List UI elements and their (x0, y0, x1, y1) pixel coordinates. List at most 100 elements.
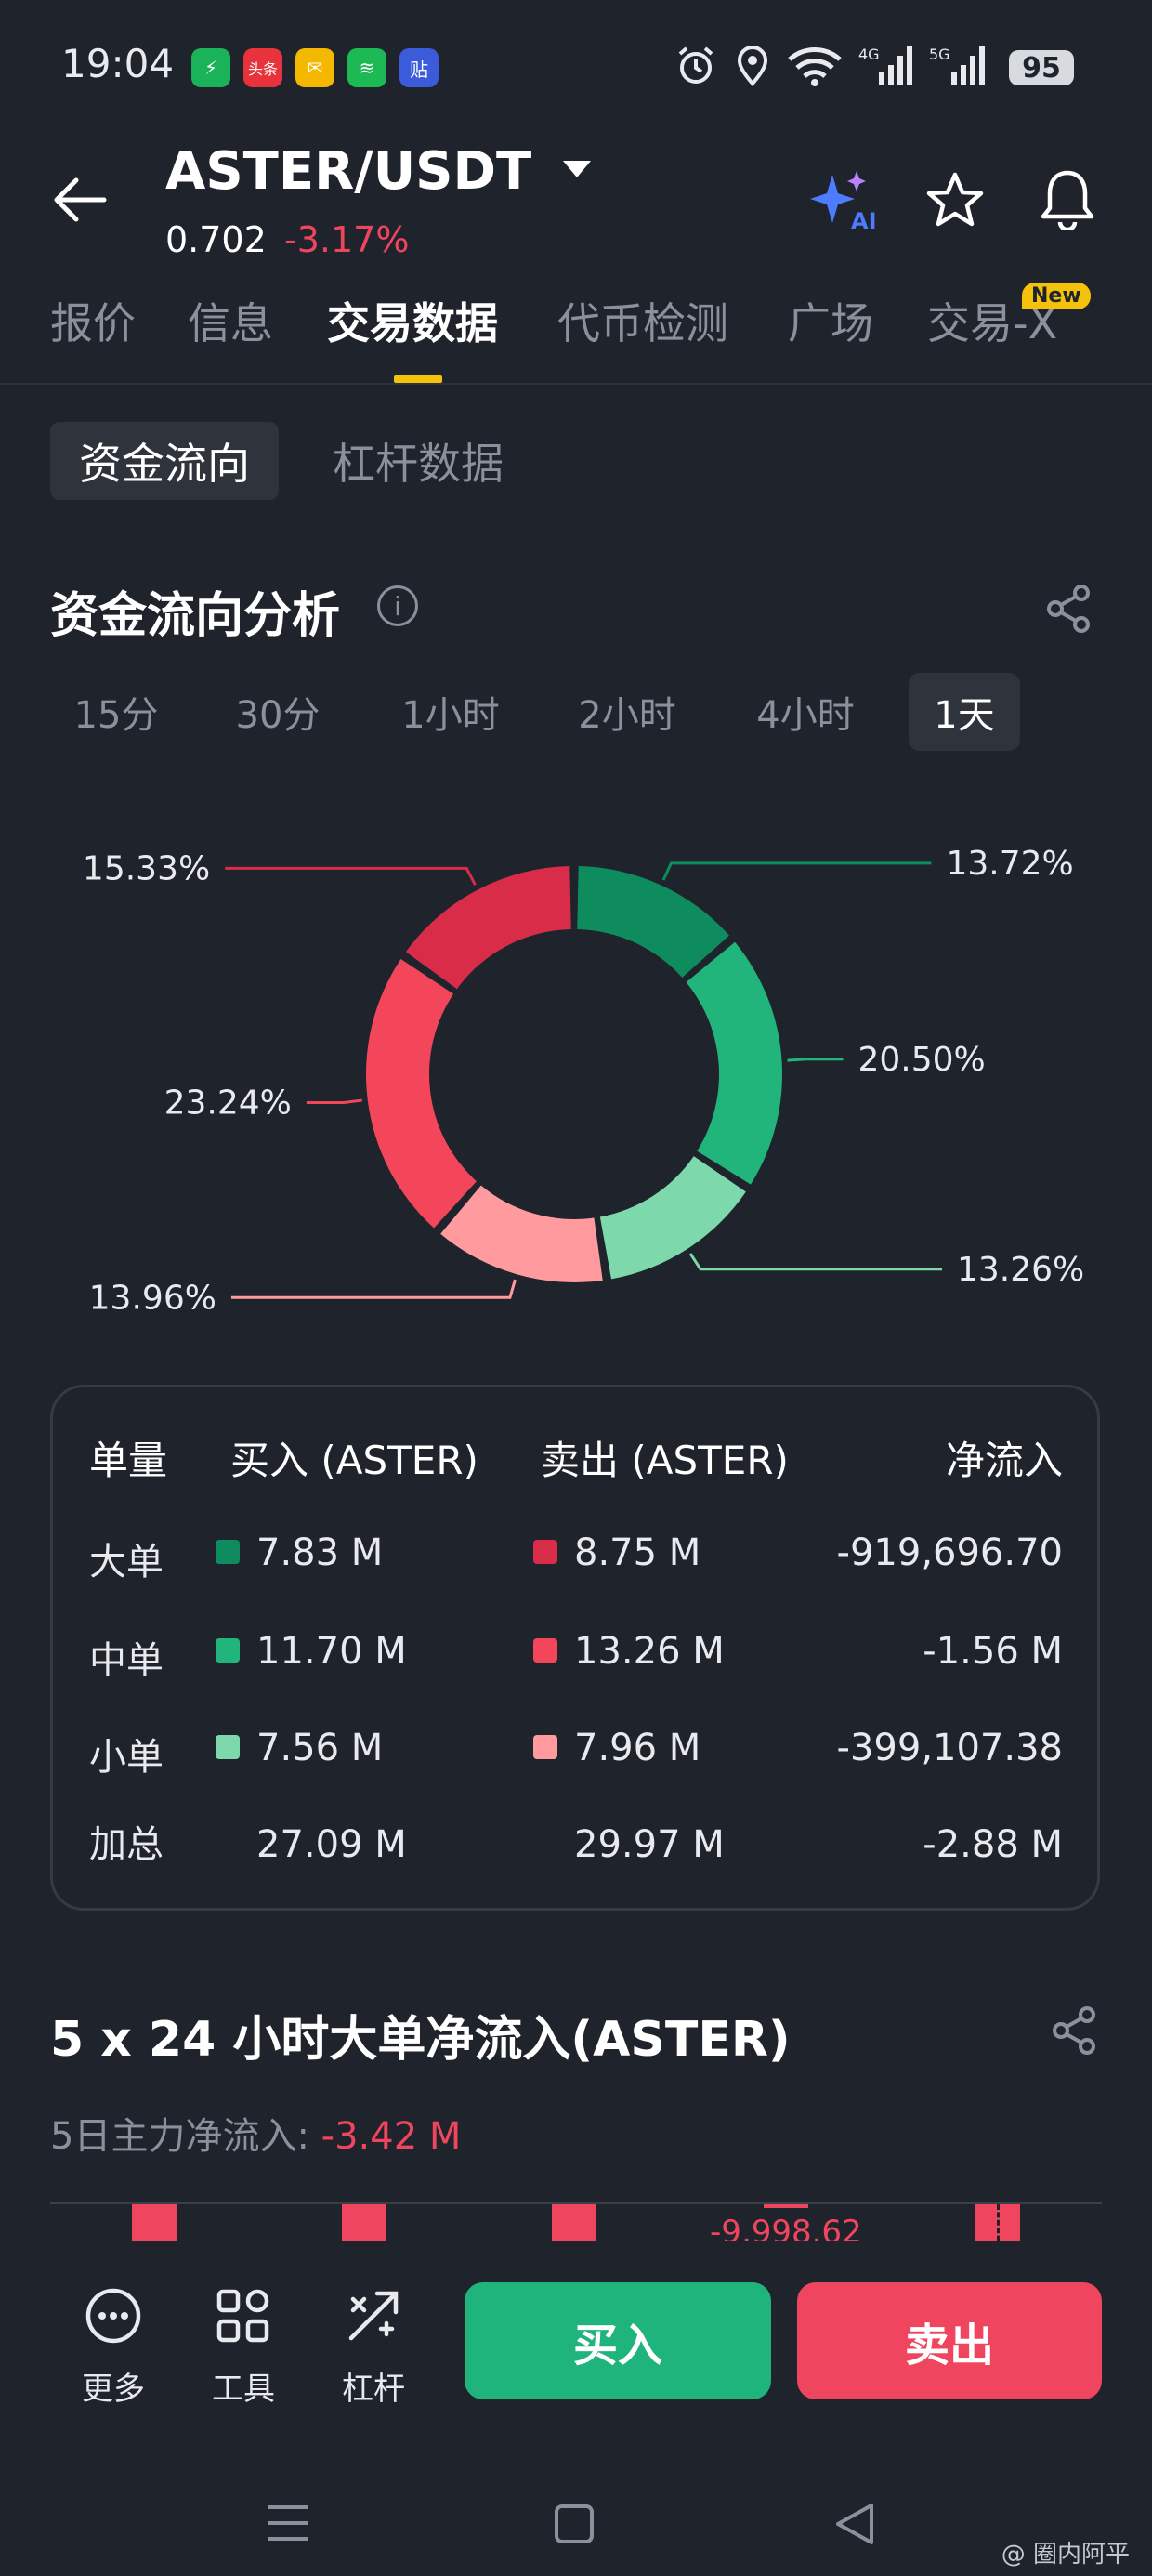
period-1d[interactable]: 1天 (909, 673, 1020, 751)
dropdown-caret-icon (562, 160, 591, 177)
large-order-bar-4 (764, 2204, 808, 2208)
main-net-inflow-value: -3.42 M (321, 2115, 462, 2158)
tab-trading-data[interactable]: 交易数据 (327, 298, 498, 348)
buy-button[interactable]: 买入 (465, 2282, 771, 2399)
back-triangle-icon[interactable] (834, 2502, 875, 2546)
wifi-icon (788, 47, 842, 86)
favorite-star-icon[interactable] (925, 171, 985, 229)
header-net-inflow: 净流入 (945, 1438, 1063, 1483)
total-net-value: -2.88 M (923, 1823, 1063, 1866)
ai-sparkle-icon[interactable]: AI (808, 167, 877, 232)
donut-slice-small-buy (599, 1156, 746, 1280)
medium-sell-value: 13.26 M (574, 1630, 725, 1673)
tools-grid-icon (216, 2289, 269, 2343)
large-buy-cell: 7.83 M (216, 1531, 383, 1574)
slice-label-small-sell: 13.96% (89, 1279, 216, 1317)
small-sell-value: 7.96 M (574, 1727, 701, 1769)
header-sell: 卖出 (ASTER) (541, 1438, 789, 1483)
price-change: -3.17% (284, 219, 410, 260)
leader-line-large-buy (661, 861, 932, 881)
small-buy-value: 7.56 M (256, 1727, 384, 1769)
share-icon-2[interactable] (1052, 2005, 1098, 2056)
medium-sell-cell: 13.26 M (533, 1630, 725, 1673)
status-time: 19:04 (61, 41, 175, 86)
signal-4g-icon: 4G (858, 46, 912, 85)
tools-button[interactable]: 工具 (188, 2286, 299, 2409)
security-app-icon: ⚡ (191, 48, 230, 87)
leader-line-large-sell (225, 866, 477, 886)
leader-line-small-sell (230, 1279, 517, 1299)
medium-buy-cell: 11.70 M (216, 1630, 407, 1673)
system-nav-bar (0, 2464, 1152, 2576)
slice-label-large-buy: 13.72% (946, 845, 1073, 883)
status-bar: 19:04 ⚡ 头条 ✉ ≋ 贴 4G 5G 95 (0, 0, 1152, 139)
tieba-app-icon: 贴 (399, 48, 439, 87)
sell-button[interactable]: 卖出 (797, 2282, 1102, 2399)
fund-flow-table (50, 1385, 1100, 1911)
last-price: 0.702 (165, 219, 267, 260)
row-label-medium: 中单 (89, 1639, 164, 1682)
period-4h[interactable]: 4小时 (756, 694, 855, 737)
leader-line-medium-buy (787, 1058, 844, 1062)
music-app-icon: ≋ (347, 48, 386, 87)
battery-indicator: 95 (1009, 50, 1074, 85)
chart-zero-line (50, 2202, 1102, 2204)
subtab-leverage-data[interactable]: 杠杆数据 (333, 439, 504, 489)
slice-label-large-sell: 15.33% (83, 849, 210, 887)
period-30m[interactable]: 30分 (235, 694, 321, 737)
large-sell-swatch (533, 1540, 557, 1564)
period-2h[interactable]: 2小时 (578, 694, 676, 737)
info-icon[interactable]: i (377, 585, 418, 626)
leverage-label: 杠杆 (342, 2371, 405, 2408)
pair-name: ASTER/USDT (165, 141, 532, 202)
fund-flow-donut-chart: 13.72% 20.50% 13.26% 13.96% 23.24% 15.33% (83, 845, 1084, 1317)
tab-info[interactable]: 信息 (188, 298, 273, 348)
large-order-title: 5 x 24 小时大单净流入(ASTER) (50, 2012, 791, 2068)
back-arrow-icon[interactable] (52, 177, 108, 223)
medium-net-value: -1.56 M (923, 1630, 1063, 1673)
menu-lines-icon[interactable] (266, 2504, 310, 2543)
period-15m[interactable]: 15分 (73, 694, 159, 737)
tab-quote[interactable]: 报价 (50, 298, 136, 348)
more-dots-icon (85, 2288, 141, 2344)
bell-icon[interactable] (1039, 167, 1096, 230)
leader-line-medium-sell (306, 1098, 362, 1105)
large-buy-value: 7.83 M (256, 1531, 384, 1574)
watermark: @ 圈内阿平 (1001, 2541, 1130, 2569)
new-badge: New (1022, 283, 1091, 309)
trading-pair-title[interactable]: ASTER/USDT (165, 141, 593, 202)
tabs-divider (0, 383, 1152, 385)
row-label-large: 大单 (89, 1541, 164, 1584)
medium-sell-swatch (533, 1638, 557, 1663)
large-buy-swatch (216, 1540, 240, 1564)
home-square-icon[interactable] (554, 2504, 595, 2544)
svg-text:5G: 5G (929, 46, 950, 63)
svg-text:4G: 4G (858, 46, 880, 63)
leader-line-small-buy (688, 1253, 942, 1271)
tab-token-check[interactable]: 代币检测 (557, 298, 728, 348)
small-sell-swatch (533, 1735, 557, 1759)
more-button[interactable]: 更多 (58, 2286, 169, 2409)
leverage-arrows-icon (348, 2291, 399, 2341)
row-label-total: 加总 (89, 1823, 164, 1866)
tools-label: 工具 (212, 2371, 275, 2408)
fund-flow-title: 资金流向分析 (50, 588, 341, 644)
small-sell-cell: 7.96 M (533, 1727, 700, 1769)
signal-5g-icon: 5G (929, 46, 985, 85)
leverage-button[interactable]: 杠杆 (318, 2286, 429, 2409)
slice-label-medium-sell: 23.24% (164, 1084, 292, 1123)
total-sell-value: 29.97 M (574, 1823, 725, 1866)
subtab-fund-flow[interactable]: 资金流向 (50, 422, 279, 500)
small-buy-swatch (216, 1735, 240, 1759)
more-label: 更多 (82, 2371, 145, 2408)
svg-text:AI: AI (851, 208, 877, 232)
period-1h[interactable]: 1小时 (401, 694, 500, 737)
share-icon[interactable] (1046, 584, 1093, 634)
tab-square[interactable]: 广场 (788, 298, 873, 348)
medium-buy-value: 11.70 M (256, 1630, 407, 1673)
donut-slice-large-sell (405, 866, 571, 990)
header-buy: 买入 (ASTER) (230, 1438, 478, 1483)
donut-slice-small-sell (440, 1185, 603, 1282)
donut-slice-medium-buy (686, 941, 782, 1185)
main-net-inflow: 5日主力净流入: -3.42 M (50, 2106, 461, 2160)
